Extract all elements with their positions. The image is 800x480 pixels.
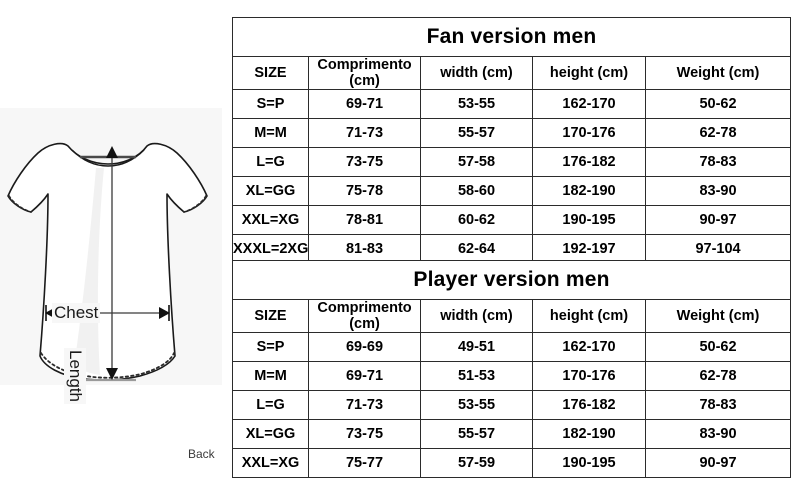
cell-width: 51-53	[420, 361, 533, 391]
cell-comprimento: 78-81	[308, 205, 421, 235]
cell-width: 57-58	[420, 147, 533, 177]
column-header-comprimento: Comprimento (cm)	[308, 56, 421, 90]
cell-height: 182-190	[532, 176, 646, 206]
cell-size: XL=GG	[232, 176, 309, 206]
table-row: S=P 69-69 49-51 162-170 50-62	[232, 332, 792, 362]
cell-weight: 97-104	[644, 234, 792, 264]
cell-width: 60-62	[420, 205, 533, 235]
bottom-hem-stitch	[40, 352, 175, 379]
cell-weight: 50-62	[644, 89, 792, 119]
cell-height: 170-176	[532, 361, 646, 391]
cell-weight: 90-97	[644, 205, 792, 235]
cell-weight: 83-90	[644, 176, 792, 206]
cell-weight: 50-62	[644, 332, 792, 362]
table-header-row: SIZE Comprimento (cm) width (cm) height …	[232, 56, 792, 90]
cell-width: 57-59	[420, 448, 533, 478]
shirt-body-outline	[7, 142, 208, 381]
cell-height: 192-197	[532, 234, 646, 264]
cell-weight: 78-83	[644, 147, 792, 177]
cell-height: 162-170	[532, 89, 646, 119]
cell-comprimento: 69-71	[308, 89, 421, 119]
cell-width: 55-57	[420, 419, 533, 449]
table-row: XXXL=2XG 81-83 62-64 192-197 97-104	[232, 234, 792, 264]
cell-comprimento: 71-73	[308, 118, 421, 148]
left-sleeve-hem-stitch	[8, 195, 32, 213]
cell-comprimento: 69-69	[308, 332, 421, 362]
table-title-row: Player version men	[231, 260, 792, 300]
table-row: XXL=XG 78-81 60-62 190-195 90-97	[232, 205, 792, 235]
tshirt-diagram-panel: Chest Length Back	[0, 108, 222, 461]
fan-table-title: Fan version men	[231, 17, 792, 57]
cell-weight: 83-90	[644, 419, 792, 449]
cell-comprimento: 73-75	[308, 147, 421, 177]
column-header-height: height (cm)	[532, 299, 646, 333]
cell-height: 190-195	[532, 205, 646, 235]
length-arrow-bottom	[106, 368, 118, 380]
table-row: XL=GG 75-78 58-60 182-190 83-90	[232, 176, 792, 206]
cell-comprimento: 69-71	[308, 361, 421, 391]
cell-comprimento: 75-77	[308, 448, 421, 478]
cell-weight: 62-78	[644, 361, 792, 391]
column-header-size: SIZE	[232, 56, 309, 90]
cell-size: L=G	[232, 147, 309, 177]
cell-width: 55-57	[420, 118, 533, 148]
column-header-size: SIZE	[232, 299, 309, 333]
player-table-title: Player version men	[231, 260, 792, 300]
cell-weight: 62-78	[644, 118, 792, 148]
cell-height: 162-170	[532, 332, 646, 362]
cell-size: L=G	[232, 390, 309, 420]
cell-size: S=P	[232, 332, 309, 362]
column-header-width: width (cm)	[420, 299, 533, 333]
cell-height: 176-182	[532, 147, 646, 177]
player-version-size-table: Player version men SIZE Comprimento (cm)…	[231, 260, 792, 478]
table-row: S=P 69-71 53-55 162-170 50-62	[232, 89, 792, 119]
table-row: M=M 69-71 51-53 170-176 62-78	[232, 361, 792, 391]
table-header-row: SIZE Comprimento (cm) width (cm) height …	[232, 299, 792, 333]
tshirt-illustration	[7, 142, 208, 382]
shirt-fabric-shading	[74, 168, 104, 375]
length-dimension-label: Length	[64, 348, 86, 404]
cell-weight: 90-97	[644, 448, 792, 478]
cell-height: 176-182	[532, 390, 646, 420]
cell-size: XXXL=2XG	[232, 234, 309, 264]
column-header-height: height (cm)	[532, 56, 646, 90]
cell-comprimento: 75-78	[308, 176, 421, 206]
column-header-weight: Weight (cm)	[644, 299, 792, 333]
table-row: M=M 71-73 55-57 170-176 62-78	[232, 118, 792, 148]
table-row: L=G 73-75 57-58 176-182 78-83	[232, 147, 792, 177]
cell-width: 53-55	[420, 89, 533, 119]
back-view-label: Back	[188, 447, 215, 461]
cell-size: M=M	[232, 361, 309, 391]
table-title-row: Fan version men	[231, 17, 792, 57]
cell-size: XL=GG	[232, 419, 309, 449]
cell-width: 53-55	[420, 390, 533, 420]
cell-size: S=P	[232, 89, 309, 119]
table-row: L=G 71-73 53-55 176-182 78-83	[232, 390, 792, 420]
right-sleeve-hem-stitch	[183, 195, 207, 213]
column-header-weight: Weight (cm)	[644, 56, 792, 90]
cell-size: XXL=XG	[232, 205, 309, 235]
cell-width: 58-60	[420, 176, 533, 206]
cell-height: 190-195	[532, 448, 646, 478]
cell-size: XXL=XG	[232, 448, 309, 478]
cell-comprimento: 71-73	[308, 390, 421, 420]
cell-comprimento: 73-75	[308, 419, 421, 449]
chest-dimension-label: Chest	[52, 303, 101, 323]
cell-size: M=M	[232, 118, 309, 148]
column-header-width: width (cm)	[420, 56, 533, 90]
cell-height: 182-190	[532, 419, 646, 449]
cell-weight: 78-83	[644, 390, 792, 420]
cell-height: 170-176	[532, 118, 646, 148]
table-row: XXL=XG 75-77 57-59 190-195 90-97	[232, 448, 792, 478]
length-arrow-top	[106, 146, 118, 158]
chest-arrow-right	[159, 307, 170, 319]
cell-width: 49-51	[420, 332, 533, 362]
table-row: XL=GG 73-75 55-57 182-190 83-90	[232, 419, 792, 449]
column-header-comprimento: Comprimento (cm)	[308, 299, 421, 333]
fan-version-size-table: Fan version men SIZE Comprimento (cm) wi…	[231, 17, 792, 264]
